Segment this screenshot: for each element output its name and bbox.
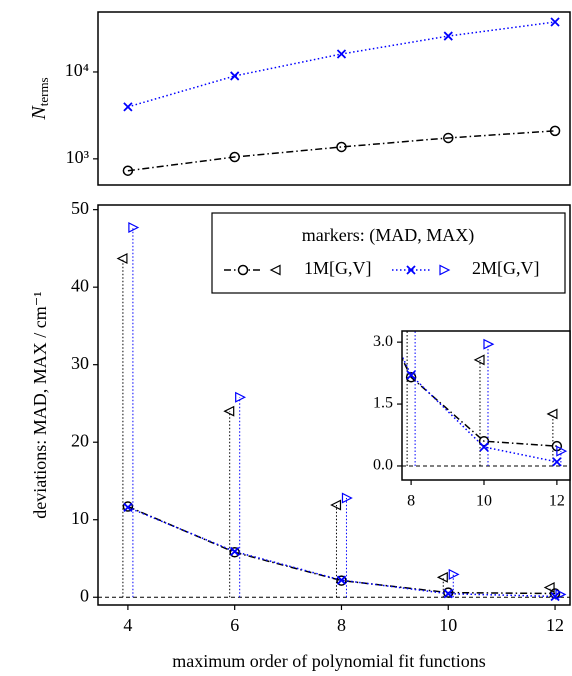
- x-tick-label: 10: [439, 615, 457, 635]
- marker-mad: [336, 575, 347, 586]
- y-tick-label: 10: [71, 508, 89, 528]
- legend-label: 2M[G,V]: [472, 258, 540, 278]
- marker-mad: [230, 71, 240, 81]
- marker-max: [546, 408, 558, 420]
- marker-max: [543, 582, 555, 593]
- marker-max: [473, 354, 485, 366]
- y-tick-label: 30: [71, 353, 89, 373]
- y-tick-label: 50: [71, 198, 89, 218]
- y-tick-label: 0.0: [373, 457, 393, 474]
- x-tick-label: 4: [123, 615, 132, 635]
- axes-frame: [401, 330, 571, 481]
- marker-max: [556, 445, 568, 457]
- marker-mad: [550, 17, 560, 27]
- x-tick-label: 8: [407, 493, 415, 510]
- series-line: [402, 356, 557, 447]
- y-tick-label: 3.0: [373, 333, 393, 350]
- series-line: [127, 506, 556, 598]
- marker-mad: [479, 442, 489, 452]
- y-label-subscript: terms: [36, 77, 51, 106]
- marker-max: [235, 391, 247, 403]
- legend-box: [211, 212, 566, 294]
- marker-mad: [336, 49, 347, 59]
- marker-mad: [336, 141, 347, 153]
- x-axis-label: maximum order of polynomial fit function…: [172, 651, 485, 671]
- plot-background: [98, 12, 570, 185]
- x-tick-label: 8: [337, 615, 346, 635]
- legend-label: 1M[G,V]: [304, 258, 372, 278]
- plot-area: [98, 222, 570, 602]
- y-axis-label: deviations: MAD, MAX / cm⁻¹: [30, 291, 50, 518]
- marker-mad: [443, 31, 453, 41]
- marker-max: [483, 338, 495, 350]
- marker-mad: [549, 588, 561, 599]
- marker-mad: [406, 370, 416, 380]
- plot-area: [402, 331, 570, 467]
- x-tick-label: 6: [230, 615, 239, 635]
- x-tick-label: 12: [549, 493, 565, 510]
- marker-max: [330, 499, 342, 511]
- marker-mad: [336, 575, 347, 585]
- marker-max: [116, 253, 128, 264]
- legend-marker: [237, 264, 249, 276]
- axes-frame: [97, 11, 571, 186]
- marker-mad: [123, 102, 133, 112]
- x-tick-label: 10: [476, 493, 492, 510]
- marker-max: [448, 568, 460, 580]
- plot-background: [402, 331, 570, 480]
- marker-mad: [550, 591, 560, 602]
- marker-mad: [443, 589, 453, 599]
- y-tick-label: 10⁴: [65, 60, 89, 80]
- marker-max: [436, 571, 448, 583]
- plot-area: [122, 17, 561, 176]
- marker-mad: [549, 125, 561, 137]
- marker-mad: [122, 165, 134, 176]
- y-label-symbol: N: [28, 105, 50, 121]
- legend-title: markers: (MAD, MAX): [302, 225, 474, 246]
- legend-marker: [269, 264, 281, 276]
- marker-mad: [123, 502, 133, 512]
- marker-mad: [122, 501, 134, 512]
- legend-marker: [406, 265, 416, 275]
- y-tick-label: 0: [80, 585, 89, 605]
- marker-mad: [229, 151, 240, 163]
- marker-mad: [230, 546, 240, 557]
- x-tick-label: 12: [546, 615, 564, 635]
- y-tick-label: 10³: [66, 147, 90, 167]
- y-tick-label: 20: [71, 430, 89, 450]
- marker-max: [128, 222, 140, 233]
- marker-mad: [552, 457, 562, 467]
- marker-max: [223, 405, 235, 417]
- marker-max: [341, 492, 353, 504]
- marker-mad: [443, 132, 454, 144]
- y-tick-label: 40: [71, 275, 89, 295]
- y-axis-label: Nterms: [28, 77, 51, 120]
- legend-marker: [439, 264, 451, 276]
- y-tick-label: 1.5: [373, 395, 393, 412]
